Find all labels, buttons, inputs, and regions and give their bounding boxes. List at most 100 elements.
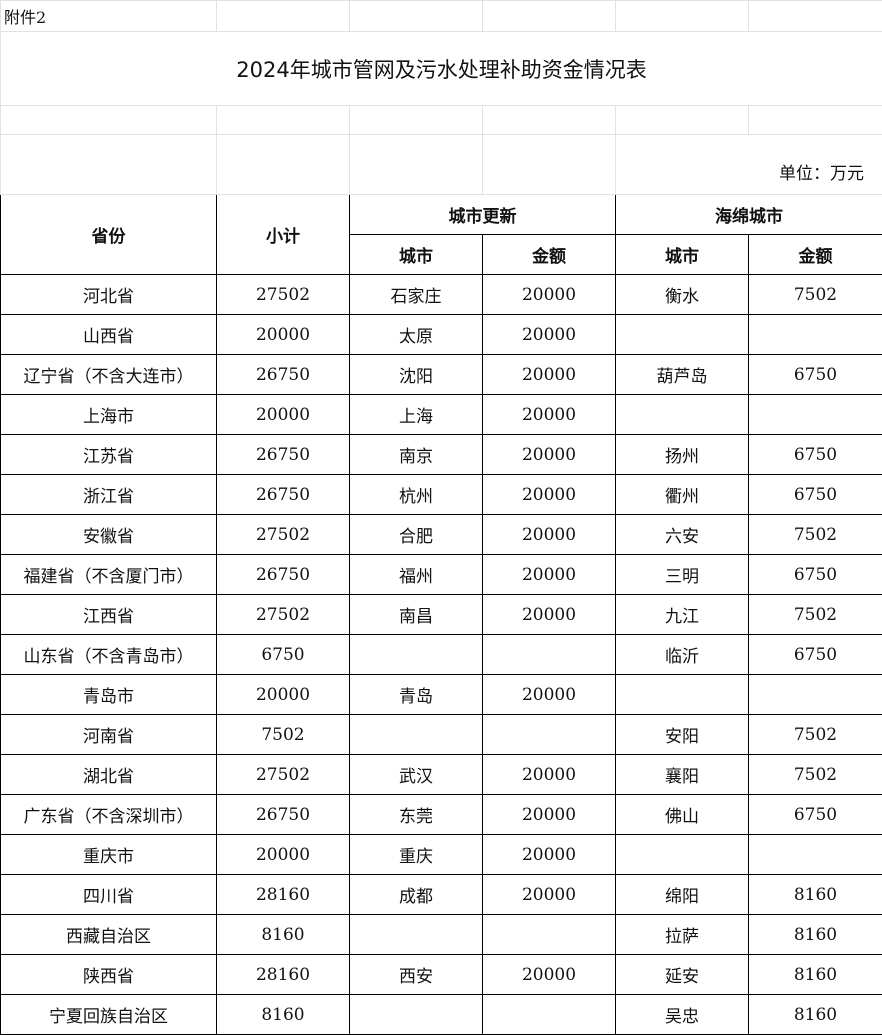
header-ur-city: 城市 — [350, 235, 483, 275]
cell-subtotal: 26750 — [217, 475, 350, 515]
cell-sc-city: 衡水 — [616, 275, 749, 315]
cell-subtotal: 27502 — [217, 515, 350, 555]
cell-sc-amount: 6750 — [749, 435, 882, 475]
cell-ur-amount — [483, 915, 616, 955]
cell-ur-amount: 20000 — [483, 875, 616, 915]
page-title: 2024年城市管网及污水处理补助资金情况表 — [1, 32, 882, 106]
cell-ur-amount — [483, 995, 616, 1035]
cell-ur-city: 沈阳 — [350, 355, 483, 395]
cell-province: 河南省 — [1, 715, 217, 755]
cell-sc-city — [616, 315, 749, 355]
cell-ur-city: 合肥 — [350, 515, 483, 555]
cell-ur-city: 西安 — [350, 955, 483, 995]
cell-subtotal: 26750 — [217, 355, 350, 395]
cell-sc-city — [616, 835, 749, 875]
cell-ur-city: 福州 — [350, 555, 483, 595]
cell-sc-amount: 6750 — [749, 475, 882, 515]
cell-sc-amount: 6750 — [749, 795, 882, 835]
cell-ur-amount: 20000 — [483, 515, 616, 555]
cell-province: 江西省 — [1, 595, 217, 635]
cell-ur-amount: 20000 — [483, 955, 616, 995]
cell-sc-city: 衢州 — [616, 475, 749, 515]
cell-province: 上海市 — [1, 395, 217, 435]
cell-ur-amount: 20000 — [483, 395, 616, 435]
cell-ur-amount: 20000 — [483, 675, 616, 715]
cell-sc-amount: 7502 — [749, 515, 882, 555]
cell-ur-amount — [483, 635, 616, 675]
cell-sc-city: 扬州 — [616, 435, 749, 475]
annex-label: 附件2 — [1, 1, 217, 32]
cell-sc-amount: 8160 — [749, 875, 882, 915]
cell-subtotal: 8160 — [217, 915, 350, 955]
cell-sc-amount — [749, 395, 882, 435]
header-sc-amount: 金额 — [749, 235, 882, 275]
cell-ur-amount: 20000 — [483, 475, 616, 515]
cell-ur-city: 成都 — [350, 875, 483, 915]
cell-province: 福建省（不含厦门市） — [1, 555, 217, 595]
cell-sc-city: 六安 — [616, 515, 749, 555]
cell-ur-amount: 20000 — [483, 795, 616, 835]
cell-ur-city — [350, 995, 483, 1035]
title-row: 2024年城市管网及污水处理补助资金情况表 — [1, 32, 882, 106]
cell-sc-city: 襄阳 — [616, 755, 749, 795]
cell-ur-city: 青岛 — [350, 675, 483, 715]
cell-sc-amount: 6750 — [749, 555, 882, 595]
cell-subtotal: 27502 — [217, 755, 350, 795]
cell-sc-city: 吴忠 — [616, 995, 749, 1035]
cell-subtotal: 27502 — [217, 595, 350, 635]
cell-sc-city — [616, 675, 749, 715]
cell-sc-amount — [749, 835, 882, 875]
cell-subtotal: 20000 — [217, 395, 350, 435]
cell-ur-amount: 20000 — [483, 275, 616, 315]
header-subtotal: 小计 — [217, 195, 350, 275]
cell-ur-amount: 20000 — [483, 755, 616, 795]
header-row: 省份 小计 城市更新 海绵城市 — [1, 195, 882, 235]
cell-ur-city: 重庆 — [350, 835, 483, 875]
cell-province: 宁夏回族自治区 — [1, 995, 217, 1035]
unit-row: 单位：万元 — [1, 135, 882, 195]
cell-ur-city: 武汉 — [350, 755, 483, 795]
cell-subtotal: 27502 — [217, 275, 350, 315]
cell-sc-city: 临沂 — [616, 635, 749, 675]
cell-sc-amount: 6750 — [749, 355, 882, 395]
header-sc-city: 城市 — [616, 235, 749, 275]
cell-ur-city: 南昌 — [350, 595, 483, 635]
cell-ur-amount: 20000 — [483, 435, 616, 475]
cell-subtotal: 20000 — [217, 835, 350, 875]
header-ur-amount: 金额 — [483, 235, 616, 275]
cell-province: 江苏省 — [1, 435, 217, 475]
cell-ur-amount — [483, 715, 616, 755]
cell-sc-city: 延安 — [616, 955, 749, 995]
cell-ur-city: 南京 — [350, 435, 483, 475]
cell-province: 广东省（不含深圳市） — [1, 795, 217, 835]
cell-ur-city: 东莞 — [350, 795, 483, 835]
cell-province: 西藏自治区 — [1, 915, 217, 955]
cell-sc-amount — [749, 675, 882, 715]
cell-sc-city: 拉萨 — [616, 915, 749, 955]
cell-province: 陕西省 — [1, 955, 217, 995]
unit-label: 单位：万元 — [616, 135, 882, 195]
cell-province: 辽宁省（不含大连市） — [1, 355, 217, 395]
cell-sc-city: 安阳 — [616, 715, 749, 755]
cell-sc-amount: 8160 — [749, 995, 882, 1035]
cell-subtotal: 7502 — [217, 715, 350, 755]
cell-ur-city — [350, 635, 483, 675]
cell-province: 山西省 — [1, 315, 217, 355]
cell-province: 青岛市 — [1, 675, 217, 715]
header-sponge-city: 海绵城市 — [616, 195, 882, 235]
